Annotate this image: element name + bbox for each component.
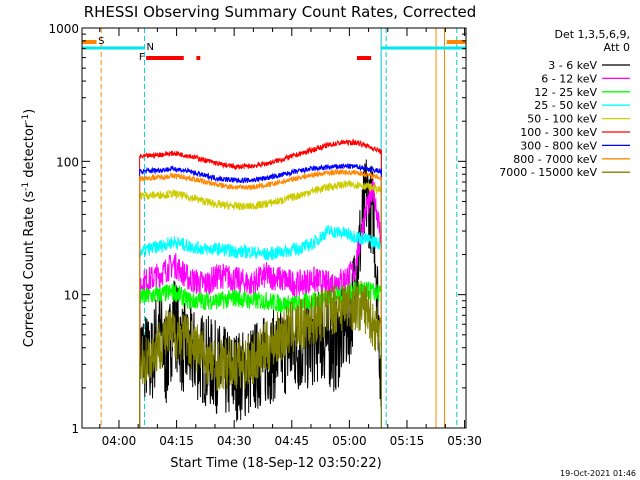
series-line — [139, 180, 382, 428]
series-line — [139, 168, 382, 428]
x-tick-label: 04:45 — [274, 434, 309, 448]
y-tick-label: 1000 — [48, 22, 79, 36]
x-axis-label: Start Time (18-Sep-12 03:50:22) — [170, 456, 381, 471]
y-tick-label: 10 — [64, 289, 79, 303]
x-tick-label: 05:30 — [447, 434, 482, 448]
legend-label: 100 - 300 keV — [520, 126, 597, 139]
legend-label: 50 - 100 keV — [527, 113, 597, 126]
y-tick-label: 1 — [71, 422, 79, 436]
y-tick-label: 100 — [56, 155, 79, 169]
chart-title: RHESSI Observing Summary Count Rates, Co… — [84, 3, 477, 21]
legend-label: 6 - 12 keV — [541, 72, 597, 85]
x-tick-label: 05:15 — [390, 434, 425, 448]
timestamp: 19-Oct-2021 01:46 — [560, 469, 636, 478]
legend-label: 7000 - 15000 keV — [499, 166, 597, 179]
legend-title-1: Det 1,3,5,6,9, — [554, 28, 630, 41]
x-tick-label: 04:15 — [159, 434, 194, 448]
x-tick-label: 04:00 — [102, 434, 137, 448]
series-group — [139, 138, 382, 428]
series-line — [139, 179, 382, 428]
legend-label: 3 - 6 keV — [548, 59, 597, 72]
plot-frame — [81, 27, 467, 429]
y-axis-ticks: 1 10 100 1000 — [48, 22, 466, 436]
series-line — [139, 225, 382, 428]
saa-label: S — [98, 36, 104, 47]
legend-label: 12 - 25 keV — [534, 86, 597, 99]
legend-title-2: Att 0 — [604, 41, 630, 54]
flare-label: F — [139, 52, 145, 63]
series-line — [139, 280, 382, 428]
legend-label: 25 - 50 keV — [534, 99, 597, 112]
x-axis-ticks: 04:00 04:15 04:30 04:45 05:00 05:15 05:30 — [99, 28, 482, 448]
observing-bars: S NF — [82, 36, 466, 63]
x-tick-label: 05:00 — [332, 434, 367, 448]
series-line — [139, 162, 382, 428]
legend-label: 300 - 800 keV — [520, 139, 597, 152]
series-line — [139, 138, 382, 428]
legend-label: 800 - 7000 keV — [513, 153, 597, 166]
night-label: N — [147, 42, 154, 53]
y-axis-label: Corrected Count Rate (s-1 detector-1) — [21, 109, 37, 347]
x-tick-label: 04:30 — [217, 434, 252, 448]
